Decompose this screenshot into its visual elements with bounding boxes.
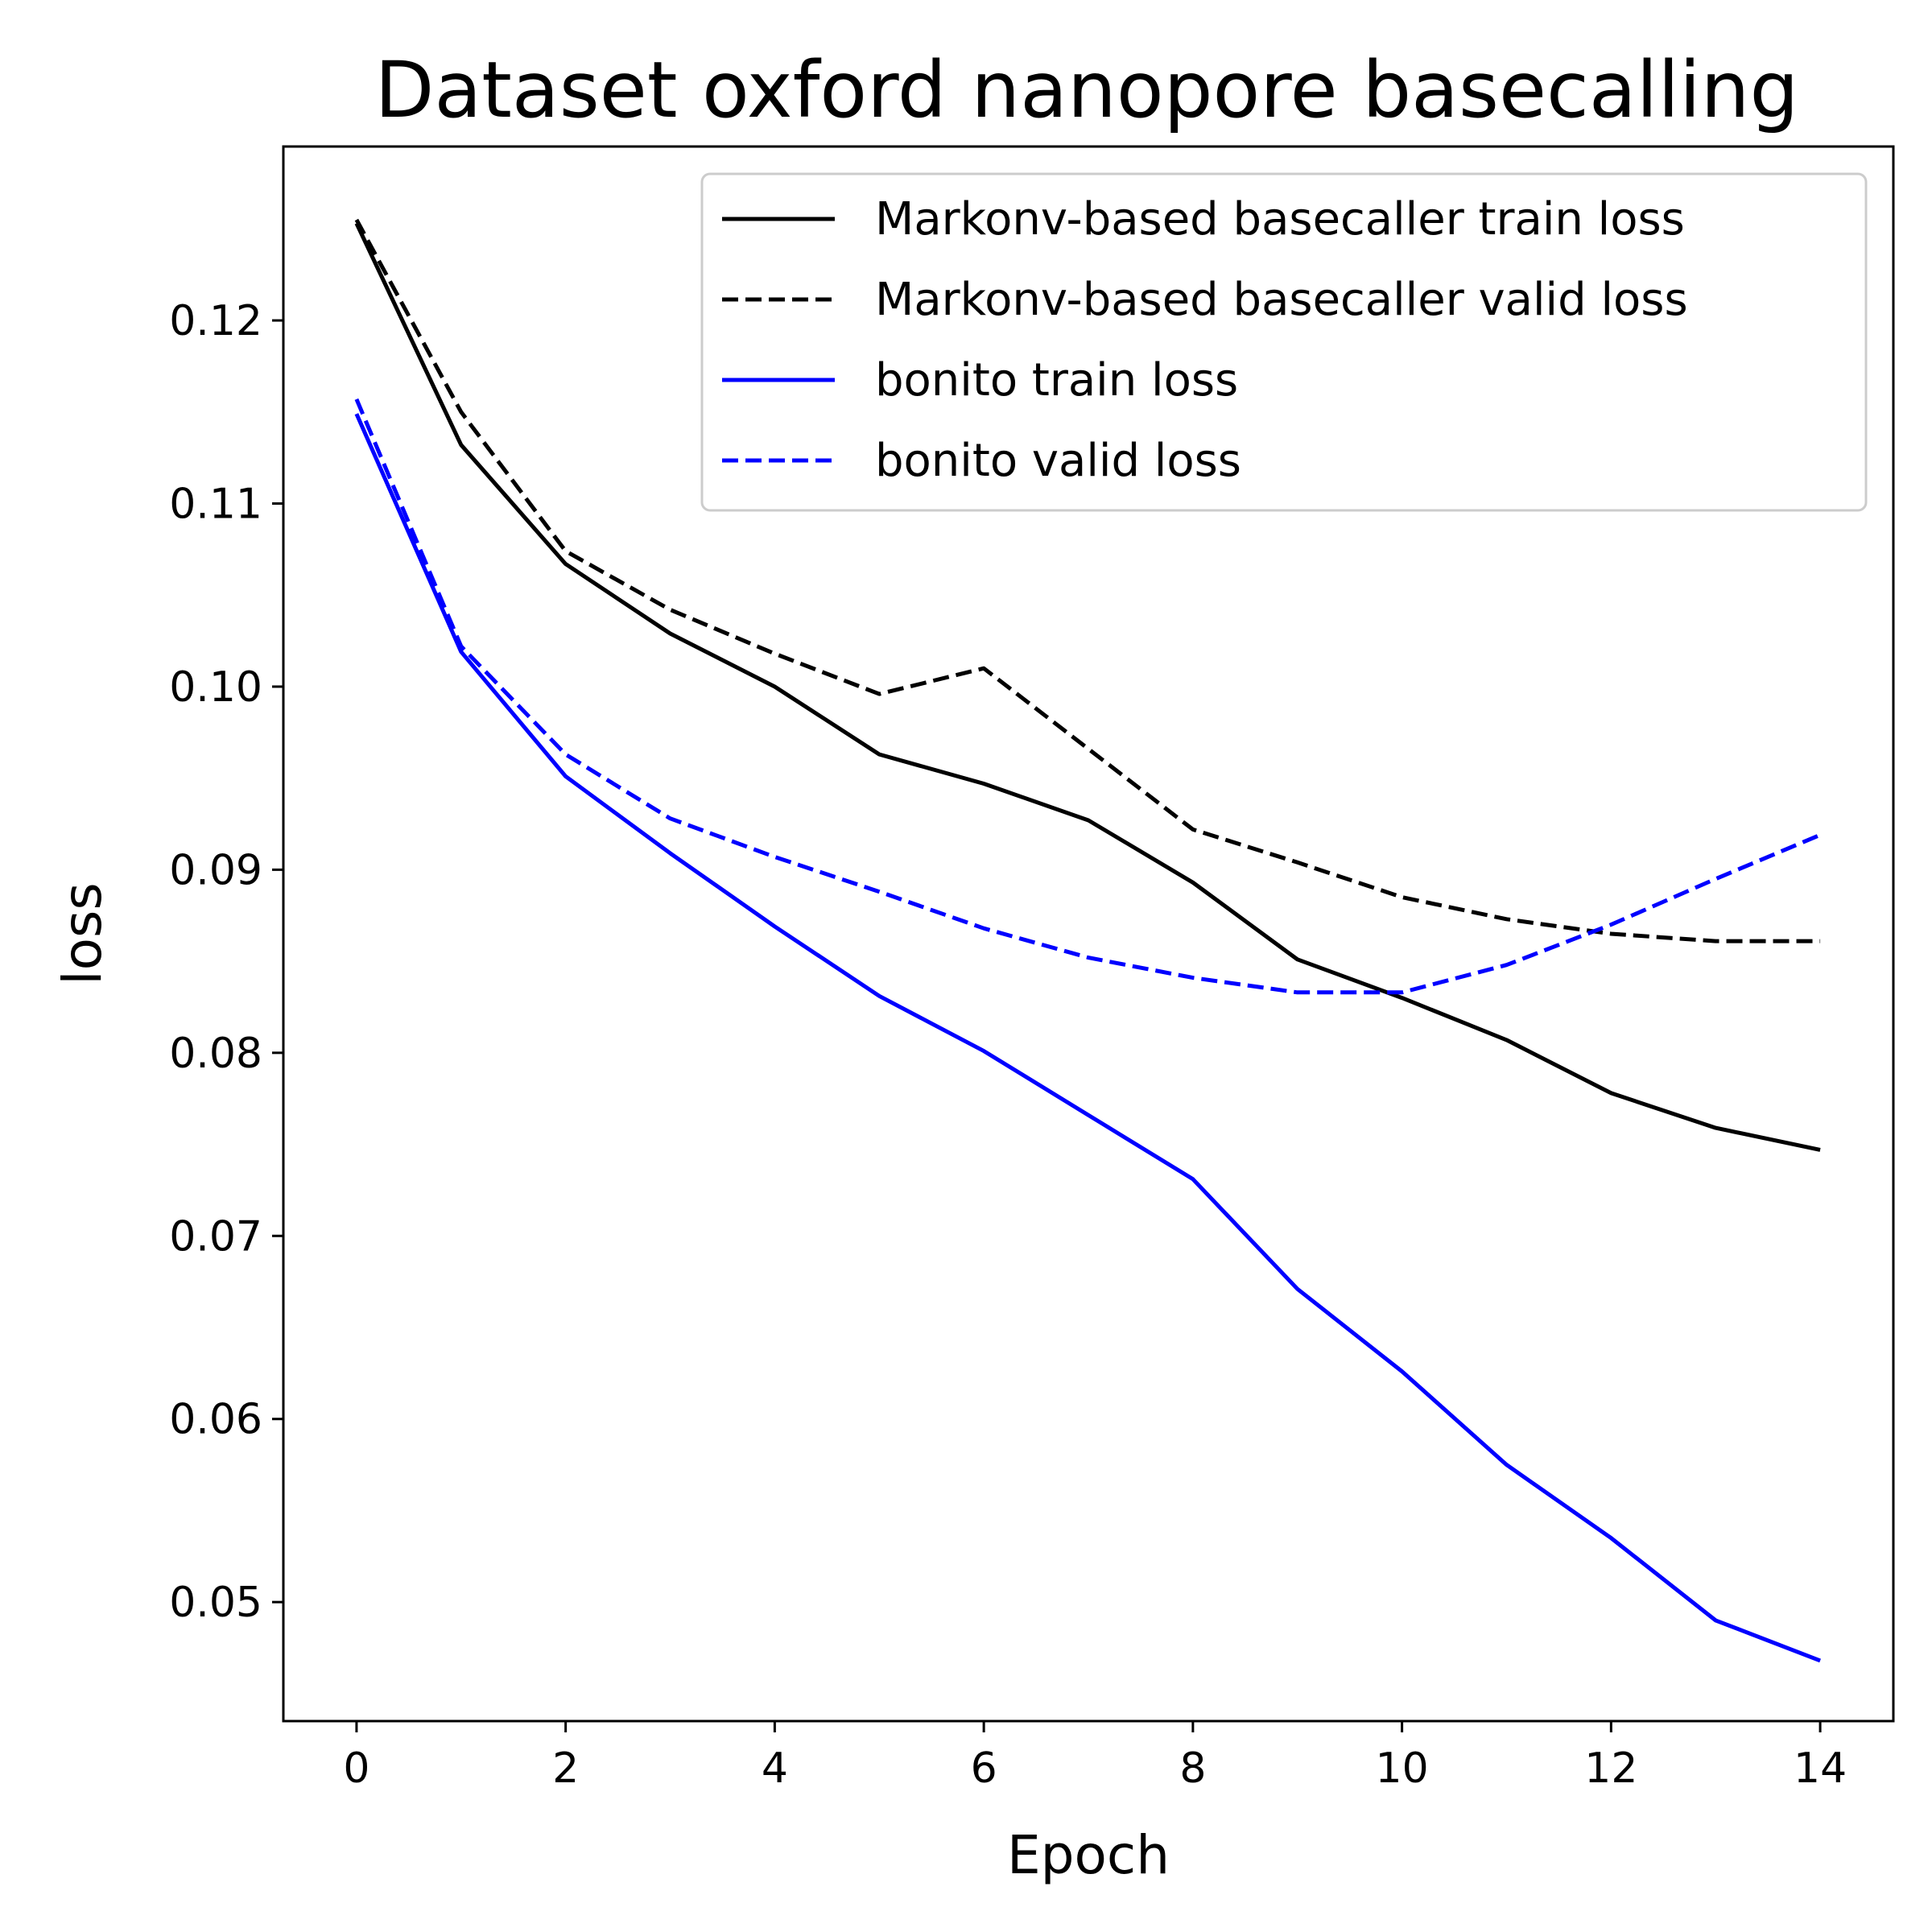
x-tick-label: 4 [762, 1744, 788, 1793]
x-tick-label: 14 [1794, 1744, 1847, 1793]
chart-title: Dataset oxford nanopore basecalling [375, 45, 1799, 135]
legend: Markonv-based basecaller train loss Marko… [700, 172, 1868, 512]
plot-frame [282, 145, 1895, 1723]
legend-label: bonito valid loss [875, 435, 1241, 487]
x-tick-label: 6 [971, 1744, 997, 1793]
x-tick-label: 10 [1376, 1744, 1429, 1793]
y-tick-label: 0.09 [169, 846, 262, 894]
y-tick-label: 0.10 [169, 663, 262, 712]
y-tick-label: 0.08 [169, 1030, 262, 1078]
series-line-2 [354, 413, 1821, 1663]
x-tick-label: 8 [1179, 1744, 1206, 1793]
x-tick-label: 2 [552, 1744, 579, 1793]
y-tick-label: 0.12 [169, 297, 262, 345]
y-axis-label: loss [52, 882, 114, 985]
x-tick-label: 0 [343, 1744, 369, 1793]
x-tick-label: 12 [1584, 1744, 1637, 1793]
y-tick-label: 0.05 [169, 1579, 262, 1627]
x-axis-label: Epoch [1007, 1824, 1170, 1886]
series-line-1 [354, 218, 1821, 943]
y-tick-label: 0.07 [169, 1212, 262, 1261]
legend-box [700, 172, 1868, 512]
plot-lines [354, 218, 1822, 1663]
y-tick-label: 0.11 [169, 481, 262, 529]
y-axis: 0.05 0.06 0.07 0.08 0.09 0.10 0.11 0.12 [169, 297, 283, 1627]
legend-label: Markonv-based basecaller train loss [875, 193, 1685, 246]
y-tick-label: 0.06 [169, 1396, 262, 1444]
series-line-3 [354, 398, 1822, 995]
series-line-0 [354, 222, 1821, 1152]
legend-label: Markonv-based basecaller valid loss [875, 274, 1688, 326]
x-axis: 0 2 4 6 8 10 12 14 [343, 1721, 1847, 1793]
legend-label: bonito train loss [875, 354, 1238, 407]
